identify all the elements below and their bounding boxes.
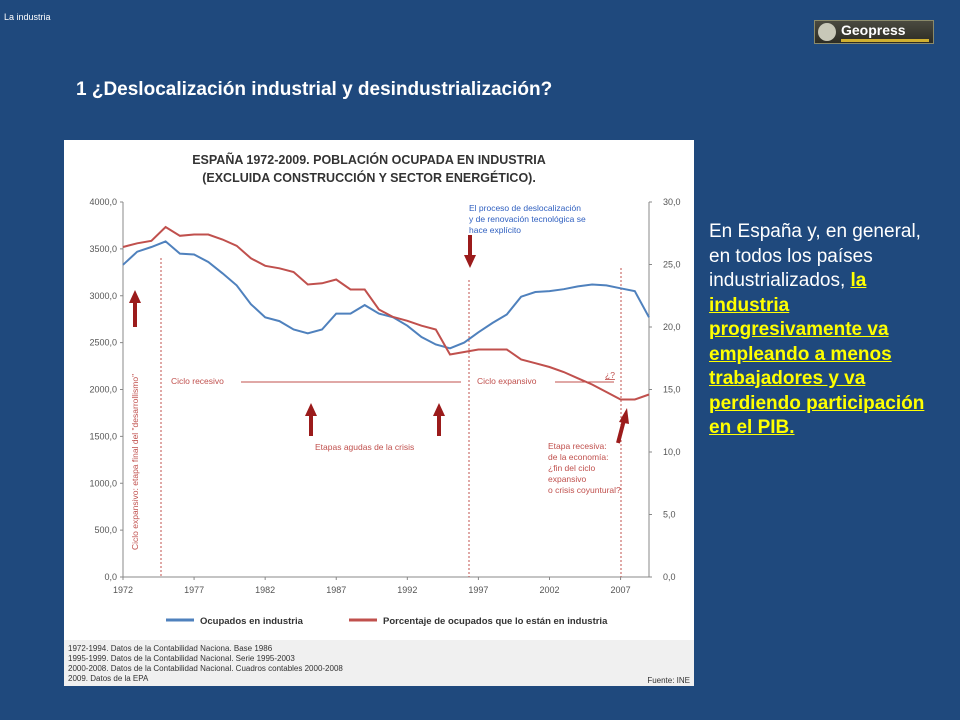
right-tick-label: 30,0 [663,197,681,207]
annotation-desarrollismo: Ciclo expansivo: etapa final del "desarr… [130,374,140,550]
annotation-ciclo-recesivo: Ciclo recesivo [171,376,224,386]
annotation-recesiva-4: expansivo [548,474,587,484]
annotation-recesiva-3: ¿fin del ciclo [548,463,596,473]
legend-label-employed: Ocupados en industria [200,616,304,627]
right-tick-label: 5,0 [663,510,676,520]
arrow-up-1972-icon [129,290,141,327]
chart-background [64,140,694,686]
source-line-1: 1972-1994. Datos de la Contabilidad Naci… [68,644,273,653]
legend-label-percent: Porcentaje de ocupados que lo están en i… [383,616,608,627]
left-tick-label: 1500,0 [89,431,117,441]
left-tick-label: 3000,0 [89,291,117,301]
x-tick-label: 1987 [326,585,346,595]
geopress-logo: Geopress [814,20,934,44]
annotation-deslocalizacion-3: hace explícito [469,225,521,235]
section-label: La industria [4,12,51,22]
x-tick-label: 1977 [184,585,204,595]
slide-title: 1 ¿Deslocalización industrial y desindus… [76,79,553,100]
right-tick-label: 25,0 [663,260,681,270]
x-tick-label: 1982 [255,585,275,595]
chart-title: ESPAÑA 1972-2009. POBLACIÓN OCUPADA EN I… [192,152,546,167]
side-text-plain: En España y, en general, en todos los pa… [709,221,921,291]
right-tick-label: 15,0 [663,385,681,395]
left-tick-label: 1000,0 [89,478,117,488]
left-tick-label: 2500,0 [89,338,117,348]
left-tick-label: 500,0 [94,525,117,535]
right-axis-ticks: 0,0 5,0 10,0 15,0 20,0 25,0 30,0 [649,197,681,582]
source-line-2: 1995-1999. Datos de la Contabilidad Naci… [68,654,295,663]
left-tick-label: 3500,0 [89,244,117,254]
right-tick-label: 0,0 [663,572,676,582]
x-tick-label: 1997 [468,585,488,595]
right-tick-label: 20,0 [663,322,681,332]
annotation-recesiva-1: Etapa recesiva: [548,441,607,451]
arrow-up-1994-icon [433,403,445,436]
logo-stripe [841,39,929,42]
sources-panel [64,640,694,686]
x-tick-label: 1972 [113,585,133,595]
side-text: En España y, en general, en todos los pa… [709,220,939,441]
left-tick-label: 4000,0 [89,197,117,207]
left-tick-label: 0,0 [104,572,117,582]
series-line-percent [122,225,650,401]
annotation-etapas-agudas: Etapas agudas de la crisis [315,442,414,452]
left-tick-label: 2000,0 [89,385,117,395]
x-axis-ticks: 1972 1977 1982 1987 1992 1997 2002 2007 [113,577,631,595]
logo-text: Geopress [841,22,906,38]
annotation-deslocalizacion-1: El proceso de deslocalización [469,203,581,213]
annotation-question: ¿? [605,370,615,380]
arrow-diagonal-2007-icon [616,408,629,444]
source-line-3: 2000-2008. Datos de la Contabilidad Naci… [68,664,343,673]
annotation-recesiva-2: de la economía: [548,452,608,462]
annotation-deslocalizacion-2: y de renovación tecnológica se [469,214,586,224]
annotation-ciclo-expansivo: Ciclo expansivo [477,376,537,386]
left-axis-ticks: 0,0 500,0 1000,0 1500,0 2000,0 2500,0 3000,0 35… [89,197,123,582]
x-tick-label: 2002 [539,585,559,595]
arrow-up-1985-icon [305,403,317,436]
chart: ESPAÑA 1972-2009. POBLACIÓN OCUPADA EN I… [64,140,694,686]
source-label: Fuente: INE [647,676,690,685]
source-line-4: 2009. Datos de la EPA [68,674,149,683]
right-tick-label: 10,0 [663,447,681,457]
x-tick-label: 1992 [397,585,417,595]
chart-subtitle: (EXCLUIDA CONSTRUCCIÓN Y SECTOR ENERGÉTI… [202,170,536,185]
legend: Ocupados en industria Porcentaje de ocup… [166,616,608,627]
x-tick-label: 2007 [611,585,631,595]
annotation-recesiva-5: o crisis coyuntural? [548,485,621,495]
arrow-down-1996-icon [464,235,476,268]
side-text-highlight: la industria progresivamente va empleand… [709,270,925,438]
series-line-employed [122,240,650,350]
logo-emblem-icon [818,23,836,41]
